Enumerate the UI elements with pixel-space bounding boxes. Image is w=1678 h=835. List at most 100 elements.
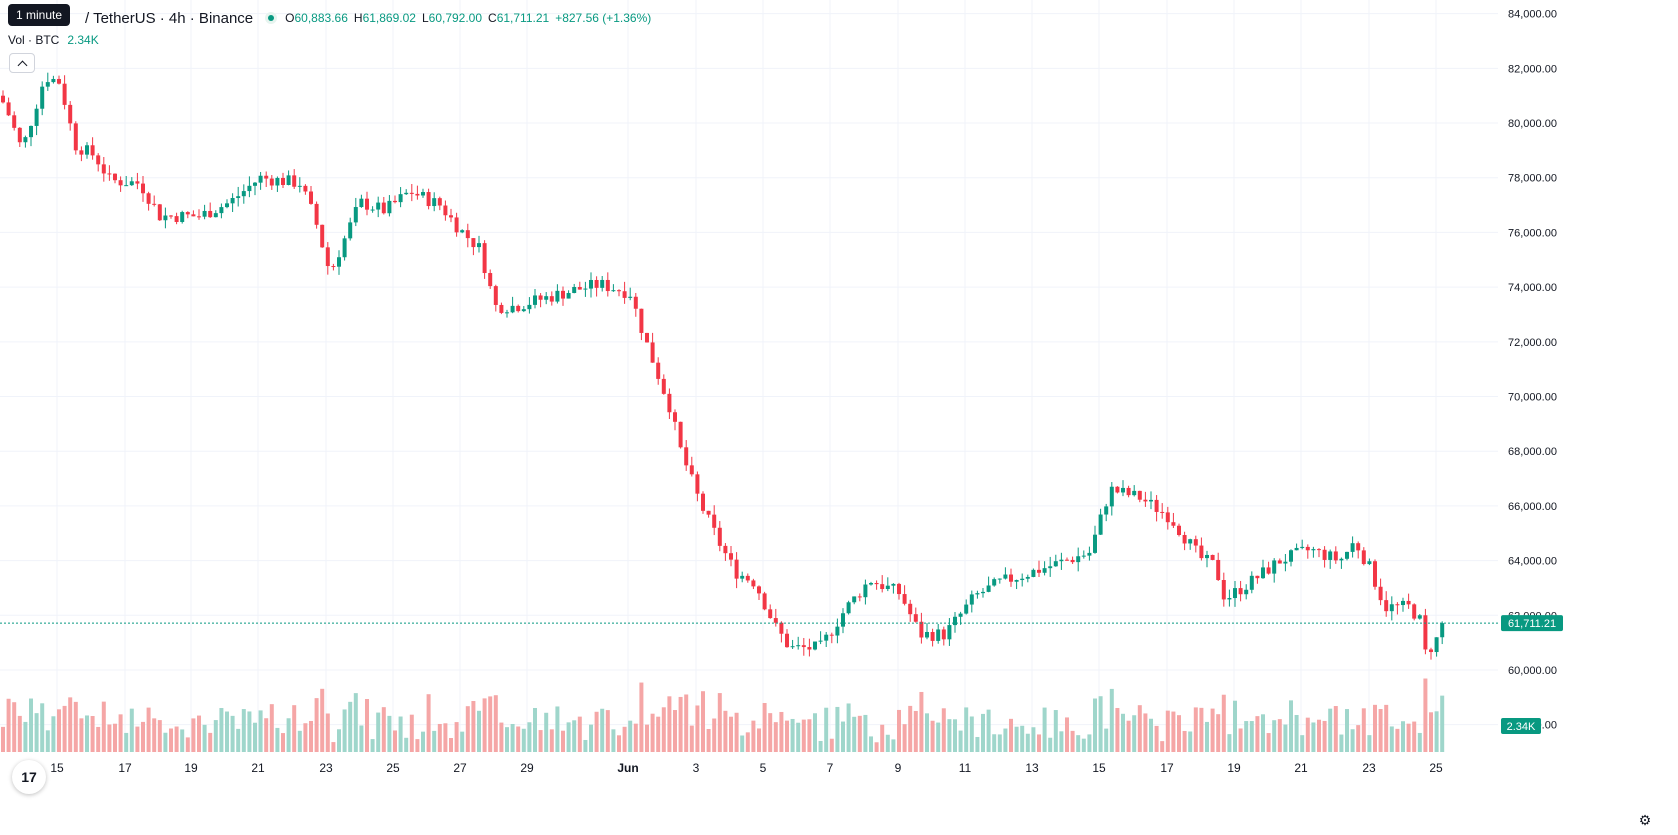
candle-body <box>348 222 353 239</box>
candle-body <box>141 183 145 194</box>
candle-body <box>1160 511 1165 513</box>
candle-body <box>370 209 375 211</box>
candle-body <box>449 215 453 218</box>
volume-bar <box>533 707 537 752</box>
candle-body <box>813 641 817 650</box>
candle-body <box>1345 551 1349 559</box>
volume-bar <box>611 729 616 752</box>
last-price-text: 61,711.21 <box>1508 618 1556 630</box>
volume-bar <box>1361 708 1366 752</box>
time-axis[interactable]: 15 17 19 21 23 25 27 29 Jun 3 5 7 9 11 13 15 17 19 21 23 25 <box>50 761 1443 775</box>
volume-bar <box>1048 737 1053 752</box>
volume-bar <box>572 720 577 752</box>
volume-bar <box>684 694 689 752</box>
candle-body <box>762 593 767 610</box>
volume-bar <box>376 712 381 752</box>
collapse-legend-button[interactable] <box>9 53 35 73</box>
volume-bar <box>925 713 929 752</box>
volume-bar <box>1233 700 1237 752</box>
candle-body <box>796 645 801 647</box>
volume-bar <box>404 737 409 752</box>
volume-bar <box>1165 710 1170 752</box>
volume-bar <box>751 720 756 752</box>
time-tick-label: 17 <box>1160 761 1174 775</box>
volume-bar <box>790 718 795 752</box>
volume-legend[interactable]: Vol · BTC 2.34K <box>8 33 99 47</box>
time-tick-label: 3 <box>693 761 700 775</box>
candle-body <box>1238 588 1243 595</box>
candle-body <box>17 127 22 143</box>
volume-bar <box>891 739 896 752</box>
candle-body <box>997 578 1002 580</box>
volume-bar <box>745 732 750 752</box>
candle-body <box>404 192 409 195</box>
volume-bar <box>863 714 868 752</box>
candle-body <box>729 553 733 560</box>
volume-bar <box>846 703 851 752</box>
candle-body <box>387 200 392 214</box>
change-value: +827.56 (+1.36%) <box>555 11 652 25</box>
volume-bar <box>208 732 213 752</box>
volume-bar <box>303 723 308 752</box>
candle-body <box>734 559 739 579</box>
volume-bar <box>958 730 963 752</box>
volume-bar <box>1238 728 1243 752</box>
candle-body <box>1417 615 1422 619</box>
candle-body <box>157 204 162 221</box>
candle-body <box>45 82 50 87</box>
symbol-title[interactable]: / TetherUS · 4h · Binance <box>85 9 254 27</box>
candle-body <box>1266 567 1271 574</box>
candle-body <box>723 545 728 554</box>
volume-bar <box>292 705 297 752</box>
candle-body <box>191 214 196 217</box>
candle-body <box>1227 598 1232 600</box>
volume-bar <box>129 708 134 752</box>
volume-bar <box>1216 714 1221 752</box>
volume-bar <box>1244 721 1249 752</box>
candle-body <box>185 212 190 215</box>
volume-bar <box>1311 722 1316 752</box>
volume-bar <box>202 724 207 752</box>
tradingview-logo-icon[interactable]: 17 <box>12 760 46 794</box>
candle-body <box>1182 534 1187 544</box>
volume-bar <box>1255 716 1260 752</box>
candle-body <box>981 591 985 594</box>
candle-body <box>969 594 974 605</box>
volume-bar <box>885 734 890 752</box>
time-tick-label: 25 <box>1429 761 1443 775</box>
candle-body <box>505 312 509 314</box>
time-tick-label: 23 <box>319 761 333 775</box>
candle-body <box>695 474 700 494</box>
symbol-legend[interactable]: / TetherUS · 4h · Binance O60,883.66 H61… <box>8 6 651 30</box>
volume-bar <box>947 719 952 752</box>
volume-bar <box>1350 729 1355 752</box>
candle-body <box>118 180 123 186</box>
candle-body <box>1440 623 1445 638</box>
candle-body <box>303 185 308 192</box>
candle-body <box>320 224 325 248</box>
candle-body <box>225 203 229 208</box>
candle-body <box>325 247 330 267</box>
candle-body <box>1188 539 1193 544</box>
open-value: 60,883.66 <box>294 11 348 25</box>
candle-body <box>880 584 885 590</box>
candle-body <box>544 296 549 300</box>
volume-bar <box>1076 735 1081 752</box>
market-status-icon[interactable] <box>265 12 278 24</box>
candle-body <box>1244 589 1249 595</box>
ohlc-values: O60,883.66 H61,869.02 L60,792.00 C61,711… <box>285 11 652 25</box>
volume-bar <box>734 712 739 752</box>
settings-icon[interactable]: ⚙ <box>1638 812 1652 828</box>
close-value: 61,711.21 <box>496 11 550 25</box>
volume-bar <box>370 739 375 752</box>
candle-body <box>1087 552 1092 556</box>
candle-body <box>6 102 11 116</box>
volume-bar <box>953 719 957 752</box>
candle-body <box>292 175 297 187</box>
candle-body <box>958 613 963 617</box>
time-tick-label: 29 <box>520 761 534 775</box>
candle-body <box>68 104 73 124</box>
volume-bar <box>443 723 448 752</box>
volume-bar <box>1182 730 1187 752</box>
